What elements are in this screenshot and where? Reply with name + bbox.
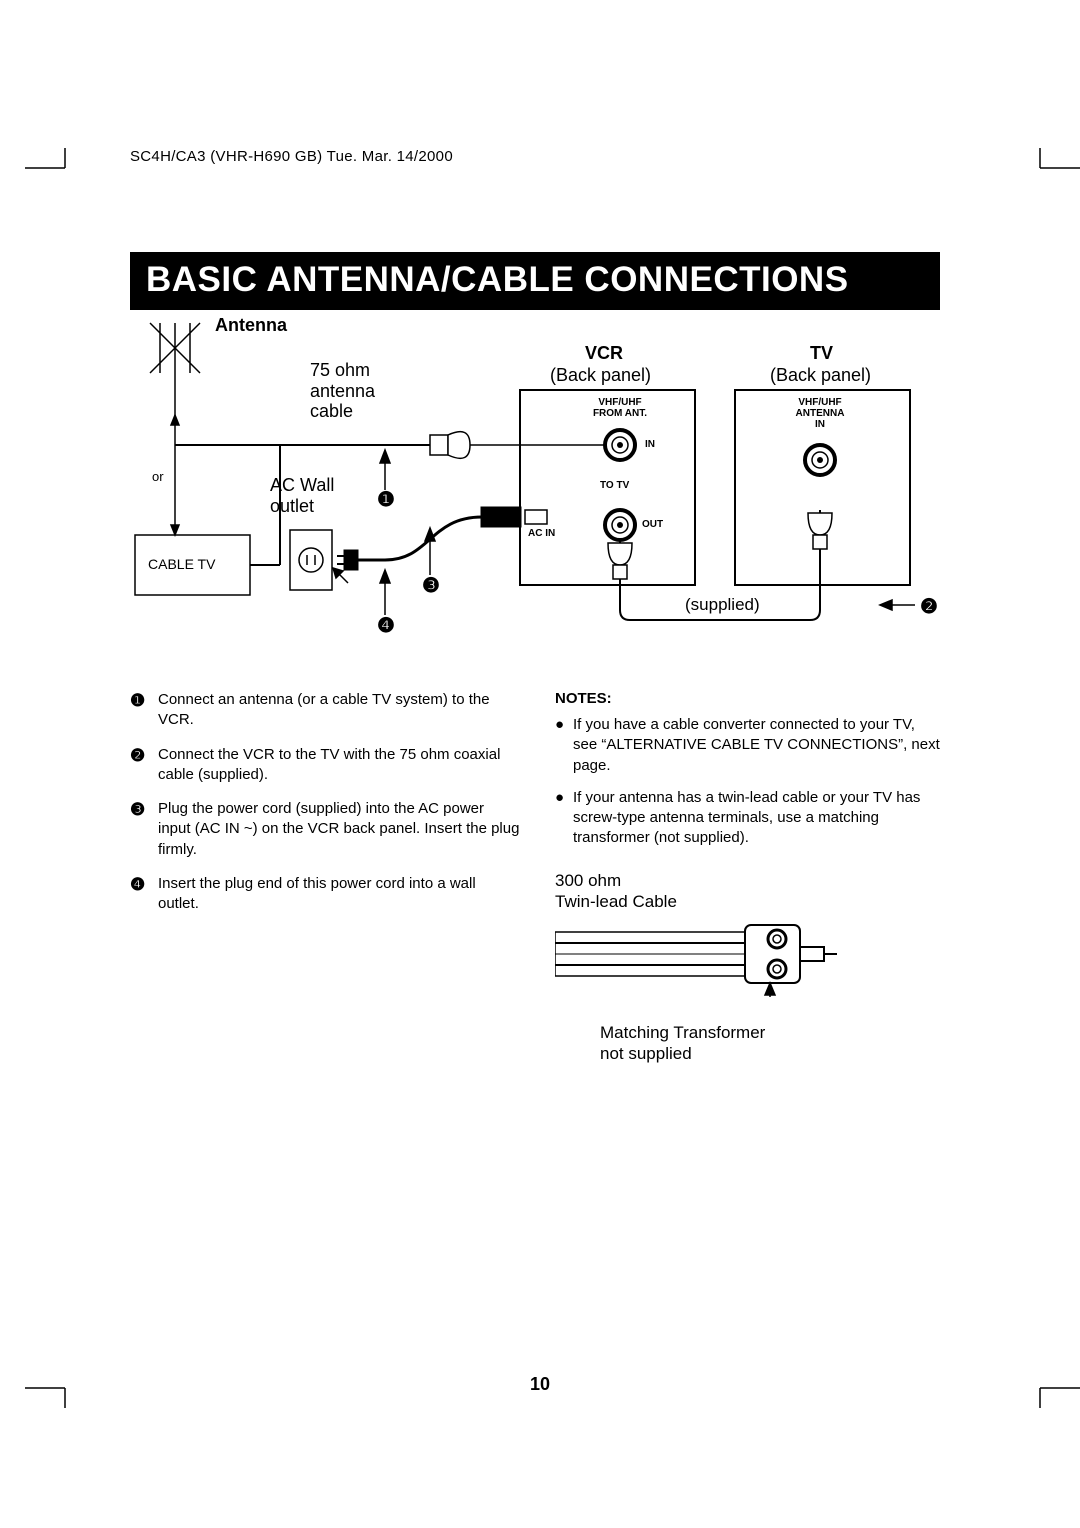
page-title: BASIC ANTENNA/CABLE CONNECTIONS	[130, 252, 940, 310]
callout-2: ❷	[920, 594, 938, 619]
label-vhf-ant: VHF/UHF ANTENNA IN	[780, 397, 860, 430]
transformer-icon	[555, 917, 855, 997]
label-75ohm: 75 ohm antenna cable	[310, 360, 375, 422]
step-item: ❹Insert the plug end of this power cord …	[130, 874, 520, 915]
label-vhf-from: VHF/UHF FROM ANT.	[580, 397, 660, 419]
callout-3: ❸	[422, 573, 440, 598]
step-item: ❶Connect an antenna (or a cable TV syste…	[130, 690, 520, 731]
transformer-top-label: 300 ohm Twin-lead Cable	[555, 870, 940, 913]
crop-mark	[25, 148, 85, 188]
label-supplied: (supplied)	[685, 595, 760, 615]
label-tv: TV	[810, 343, 833, 364]
label-vcr-sub: (Back panel)	[550, 365, 651, 386]
page-number: 10	[0, 1374, 1080, 1395]
label-out: OUT	[642, 519, 663, 530]
transformer-bottom-label: Matching Transformer not supplied	[600, 1022, 940, 1065]
transformer-figure: 300 ohm Twin-lead Cable Matching Transfo…	[555, 870, 940, 1064]
steps-list: ❶Connect an antenna (or a cable TV syste…	[130, 690, 520, 928]
label-acwall: AC Wall outlet	[270, 475, 334, 516]
notes-heading: NOTES:	[555, 690, 940, 707]
doc-header: SC4H/CA3 (VHR-H690 GB) Tue. Mar. 14/2000	[130, 148, 453, 165]
label-antenna: Antenna	[215, 315, 287, 336]
crop-mark	[1020, 148, 1080, 188]
label-cabletv: CABLE TV	[148, 556, 215, 572]
callout-4: ❹	[377, 613, 395, 638]
note-item: ●If you have a cable converter connected…	[555, 715, 940, 776]
step-item: ❷Connect the VCR to the TV with the 75 o…	[130, 745, 520, 786]
label-totv: TO TV	[600, 480, 629, 491]
label-in: IN	[645, 439, 655, 450]
label-acin: AC IN	[528, 528, 555, 539]
label-tv-sub: (Back panel)	[770, 365, 871, 386]
notes-section: NOTES: ●If you have a cable converter co…	[555, 690, 940, 861]
callout-1: ❶	[377, 487, 395, 512]
note-item: ●If your antenna has a twin-lead cable o…	[555, 788, 940, 849]
label-or: or	[152, 470, 164, 485]
label-vcr: VCR	[585, 343, 623, 364]
step-item: ❸Plug the power cord (supplied) into the…	[130, 799, 520, 860]
connection-diagram: Antenna 75 ohm antenna cable or AC Wall …	[130, 315, 940, 675]
